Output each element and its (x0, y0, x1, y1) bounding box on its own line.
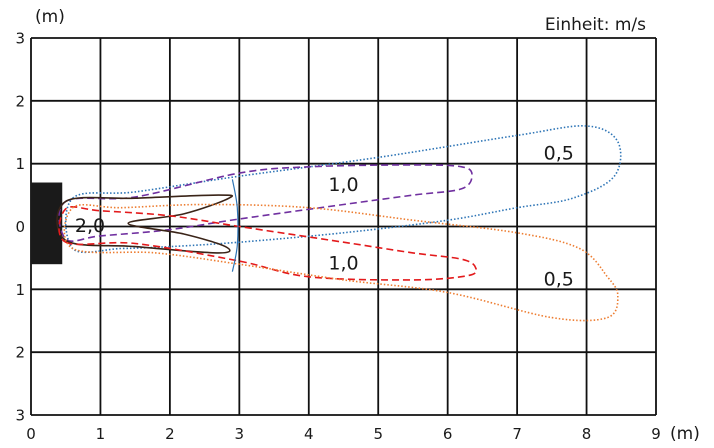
x-tick-label: 1 (96, 425, 106, 443)
annotation-arc (231, 179, 239, 272)
x-tick-label: 0 (26, 425, 36, 443)
x-tick-label: 8 (582, 425, 592, 443)
x-tick-label: 6 (443, 425, 453, 443)
contour-label: 0,5 (544, 268, 574, 290)
contour-label: 2,0 (75, 215, 105, 237)
contour-lines (56, 125, 622, 322)
y-tick-label: 2 (15, 92, 25, 110)
contour-line (58, 206, 478, 281)
contour-label: 1,0 (328, 253, 358, 275)
y-tick-label: 0 (15, 218, 25, 236)
contour-line (58, 164, 473, 243)
x-tick-label: 9 (651, 425, 661, 443)
grid-lines (30, 37, 657, 416)
contour-line (64, 125, 622, 254)
y-tick-label: 3 (15, 407, 25, 425)
x-tick-label: 5 (373, 425, 383, 443)
contour-labels: 0,5 1,0 2,0 1,0 0,5 (75, 143, 574, 291)
contour-line (56, 194, 234, 254)
unit-label: Einheit: m/s (545, 15, 646, 35)
x-tick-label: 2 (165, 425, 175, 443)
y-axis-label: (m) (35, 7, 65, 27)
y-tick-label: 1 (15, 155, 25, 173)
x-tick-label: 3 (235, 425, 245, 443)
contour-label: 0,5 (544, 143, 574, 165)
y-tick-label: 3 (15, 30, 25, 48)
y-tick-label: 2 (15, 344, 25, 362)
y-tick-label: 1 (15, 281, 25, 299)
contour-label: 1,0 (328, 174, 358, 196)
x-tick-label: 4 (304, 425, 314, 443)
x-axis-label: (m) (670, 424, 700, 444)
axis-ticks: 0 1 2 3 4 5 6 7 8 9 3 2 1 0 1 2 3 (15, 30, 660, 444)
x-tick-label: 7 (512, 425, 522, 443)
